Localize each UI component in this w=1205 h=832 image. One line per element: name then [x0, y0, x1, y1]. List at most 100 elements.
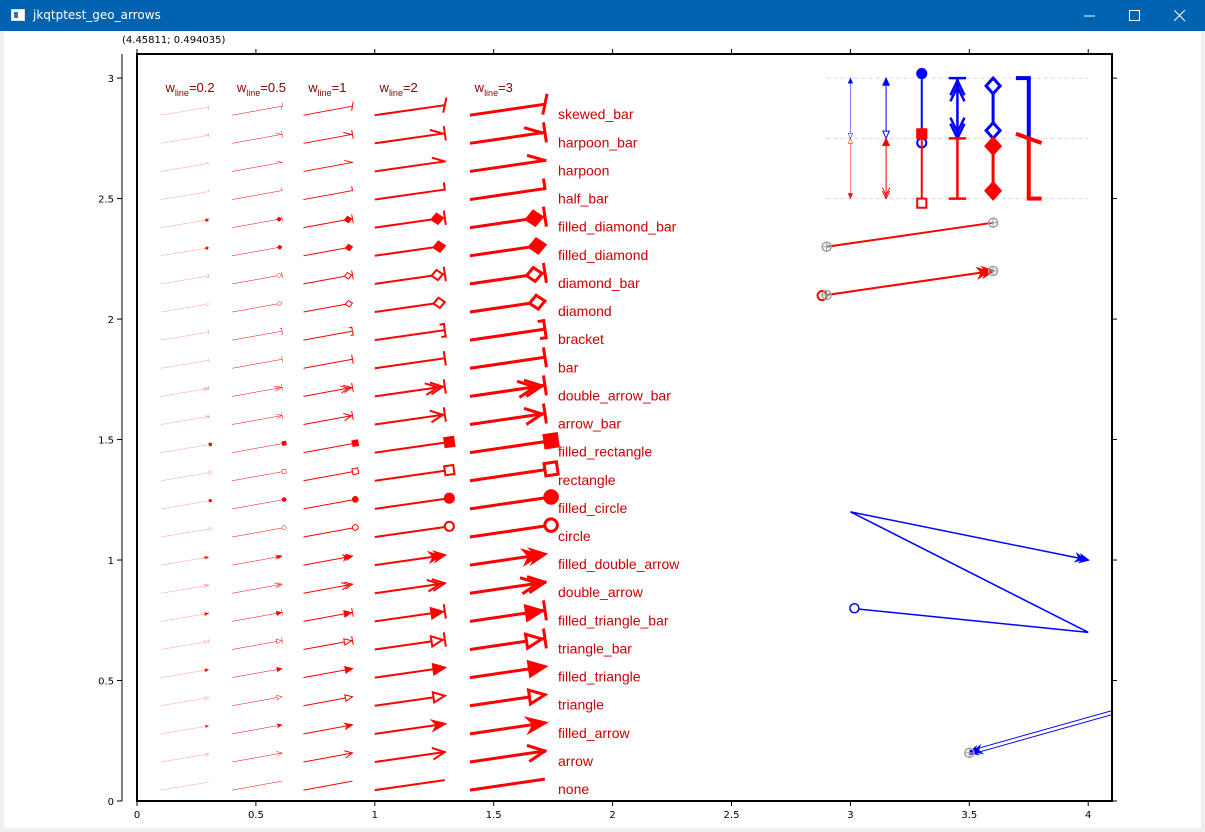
arrow [469, 431, 560, 455]
head-shape [882, 76, 891, 86]
head-shape [984, 75, 1003, 96]
arrow [160, 104, 210, 116]
head-stroke [275, 413, 282, 416]
head-stroke [204, 583, 209, 586]
head-stroke [281, 131, 283, 138]
arrow [160, 442, 213, 453]
arrow [816, 265, 996, 302]
arrow-shaft [469, 355, 546, 370]
header-subscript: line [318, 88, 332, 98]
arrow [374, 463, 456, 482]
arrow [303, 129, 354, 144]
arrow [469, 517, 559, 539]
arrow [881, 137, 891, 200]
head-stroke [442, 210, 447, 226]
head-stroke [203, 585, 208, 589]
head-stroke [204, 752, 209, 755]
head-stroke [281, 271, 283, 278]
arrow [374, 240, 447, 257]
head-stroke [537, 318, 546, 324]
arrow [469, 716, 549, 736]
arrow [303, 607, 354, 622]
head-stroke [208, 329, 210, 335]
arrow-shaft [826, 221, 994, 248]
head-shape [523, 604, 546, 623]
head-circle [443, 492, 455, 504]
head-shape [542, 431, 560, 450]
arrow [232, 666, 283, 678]
arrow [160, 583, 209, 594]
head-stroke [351, 186, 354, 192]
arrow-shaft [374, 441, 445, 454]
close-button[interactable] [1157, 0, 1203, 31]
head-shape [443, 463, 456, 477]
arrow-shaft [160, 641, 209, 650]
arrow [916, 128, 928, 209]
arrow [303, 553, 354, 566]
header-value: =0.2 [189, 80, 215, 95]
head-shape [204, 274, 209, 279]
arrow-shaft [303, 696, 353, 707]
head-circle [208, 527, 212, 531]
arrow-shaft [469, 749, 546, 764]
maximize-button[interactable] [1112, 0, 1158, 31]
point-marker [987, 265, 999, 277]
head-stroke [430, 413, 445, 424]
arrow [160, 189, 209, 200]
minimize-button[interactable] [1067, 0, 1113, 31]
head-stroke [208, 217, 210, 222]
arrow-type-label: diamond [558, 303, 612, 319]
arrow [303, 299, 354, 313]
header-symbol: w [307, 80, 318, 95]
head-stroke [949, 123, 960, 141]
head-stroke [281, 215, 283, 222]
head-stroke [281, 412, 283, 419]
arrow-type-label: triangle_bar [558, 640, 632, 656]
y-tick-label: 1 [108, 556, 114, 567]
head-shape [276, 666, 283, 673]
arrow [303, 159, 354, 172]
arrow [374, 492, 455, 510]
arrow [160, 133, 210, 144]
head-stroke [351, 326, 354, 336]
header-subscript: line [246, 88, 260, 98]
arrow [160, 696, 210, 706]
plot-canvas[interactable] [4, 31, 1201, 828]
head-circle [351, 495, 359, 503]
arrow-type-label: bracket [558, 331, 604, 347]
arrow [374, 690, 448, 707]
head-shape [847, 132, 854, 139]
column-header: wline=2 [379, 80, 418, 98]
head-shape [916, 197, 928, 209]
arrow [469, 206, 548, 230]
head-stroke [274, 582, 281, 585]
head-shape [523, 632, 546, 651]
head-stroke [339, 385, 349, 389]
arrow-shaft [160, 303, 209, 313]
header-value: =0.5 [260, 80, 286, 95]
head-stroke [208, 386, 210, 391]
head-shape [523, 716, 549, 736]
arrow [469, 293, 548, 314]
arrow [232, 554, 283, 566]
arrow-shaft [232, 443, 283, 453]
polyline-arrow [850, 511, 1089, 634]
arrow-shaft [160, 613, 209, 622]
head-shape [208, 470, 213, 475]
head-stroke [881, 190, 887, 200]
head-stroke [518, 384, 538, 399]
head-stroke [351, 411, 354, 421]
x-tick-label: 1.5 [486, 810, 502, 821]
plot-content [160, 67, 1112, 792]
head-stroke [523, 378, 544, 388]
head-shape [344, 694, 354, 703]
header-symbol: w [474, 80, 485, 95]
arrow-type-label: double_arrow_bar [558, 387, 671, 403]
arrow-shaft [160, 697, 209, 706]
head-stroke [432, 750, 447, 761]
head-shape [847, 77, 854, 84]
arrow-type-label: filled_triangle_bar [558, 612, 669, 628]
arrow [232, 582, 283, 594]
head-stroke [345, 583, 354, 590]
head-stroke [277, 583, 283, 588]
